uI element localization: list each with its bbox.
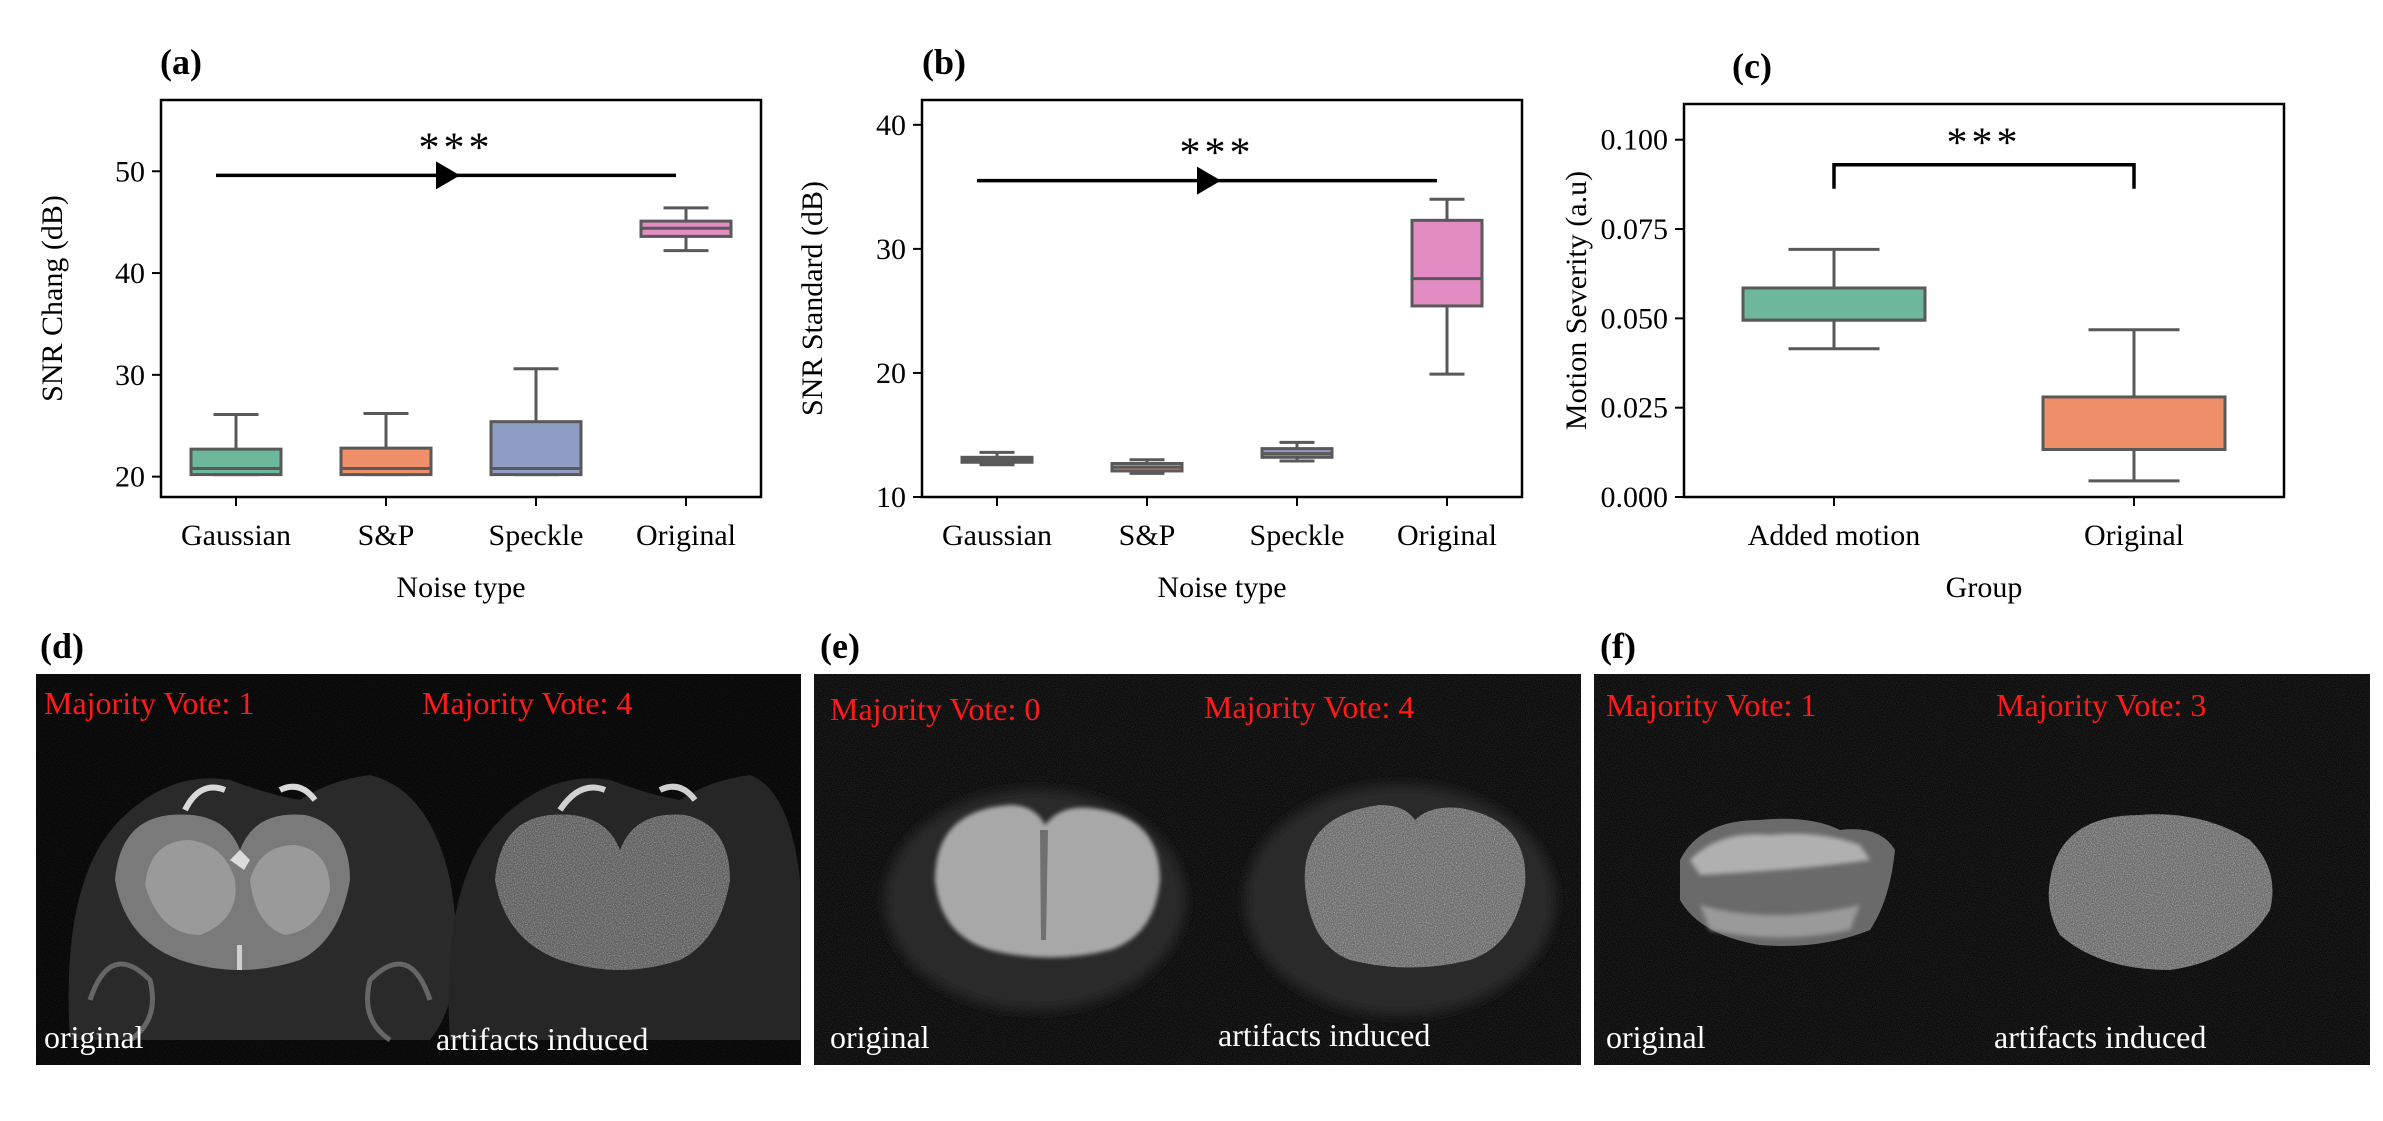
x-axis-label: Noise type: [396, 571, 525, 604]
caption-original-e: original: [830, 1019, 930, 1055]
brain-image-original-f: [1680, 818, 1895, 946]
caption-artifacts-e: artifacts induced: [1218, 1017, 1430, 1053]
plot-frame: [1682, 102, 2286, 499]
box-original: [1410, 197, 1484, 376]
brain-image-artifacts-f: [2048, 814, 2273, 970]
chart-2: (c) 0.000 0.025 0.050 0.075 0.100 Added motion…: [1560, 46, 2286, 604]
y-tick-label: 0.000: [1601, 481, 1669, 514]
chart-1: (b) 10 20 30 40 Gaussian S&P Speckle Original Noi…: [796, 42, 1524, 604]
majority-vote-left-f: Majority Vote: 1: [1606, 687, 1816, 723]
y-axis-label: SNR Chang (dB): [36, 195, 69, 402]
image-panel-f: Majority Vote: 1 Majority Vote: 3 origin…: [1594, 674, 2370, 1065]
brain-image-artifacts-d: [448, 775, 800, 1040]
y-tick-label: 0.100: [1601, 124, 1669, 157]
chart-0: (a) 20 30 40 50 Gaussian S&P Speckle Original Noi…: [36, 42, 763, 604]
majority-vote-left-d: Majority Vote: 1: [44, 685, 254, 721]
majority-vote-right-d: Majority Vote: 4: [422, 685, 632, 721]
significance-label: ***: [1180, 131, 1255, 177]
panel-label-e: (e): [820, 626, 860, 666]
significance-bracket: [1832, 162, 2136, 189]
y-tick-label: 20: [876, 357, 906, 390]
panel-label: (b): [922, 42, 966, 82]
caption-artifacts-d: artifacts induced: [436, 1021, 648, 1057]
x-axis-label: Noise type: [1157, 571, 1286, 604]
box-added-motion: [1741, 247, 1927, 351]
majority-vote-right-f: Majority Vote: 3: [1996, 687, 2206, 723]
significance-arrowhead: [1197, 166, 1221, 195]
image-panel-e: Majority Vote: 0 Majority Vote: 4 origin…: [814, 674, 1581, 1065]
box-original: [2041, 328, 2227, 483]
x-tick-label: Original: [1397, 519, 1497, 552]
x-tick-label: Gaussian: [942, 519, 1052, 552]
box-plot-charts: (a) 20 30 40 50 Gaussian S&P Speckle Original Noi…: [36, 42, 2286, 604]
y-tick-label: 30: [876, 233, 906, 266]
y-tick-label: 20: [115, 461, 145, 494]
y-tick-label: 40: [876, 109, 906, 142]
box-s-p: [339, 412, 433, 477]
y-tick-label: 50: [115, 155, 145, 188]
box-s-p: [1110, 458, 1184, 475]
box-original: [639, 206, 733, 253]
caption-original-f: original: [1606, 1019, 1706, 1055]
y-tick-label: 0.025: [1601, 392, 1669, 425]
panel-label-f: (f): [1600, 626, 1636, 666]
brain-image-original-d: [68, 775, 457, 1043]
box-gaussian: [960, 450, 1034, 467]
y-tick-label: 0.075: [1601, 213, 1669, 246]
brain-image-original-e: [885, 790, 1185, 1010]
caption-artifacts-f: artifacts induced: [1994, 1019, 2206, 1055]
box-speckle: [1260, 440, 1334, 463]
majority-vote-right-e: Majority Vote: 4: [1204, 689, 1414, 725]
box-speckle: [489, 367, 583, 477]
plot-frame: [159, 98, 763, 499]
x-tick-label: Original: [636, 519, 736, 552]
x-tick-label: Original: [2084, 519, 2184, 552]
box-iqr: [489, 420, 583, 477]
x-tick-label: Speckle: [1250, 519, 1345, 552]
box-iqr: [339, 446, 433, 477]
x-tick-label: Speckle: [489, 519, 584, 552]
panel-label: (a): [160, 42, 202, 82]
box-iqr: [2041, 395, 2227, 451]
y-tick-label: 40: [115, 257, 145, 290]
y-axis-label: SNR Standard (dB): [796, 181, 829, 416]
y-axis-label: Motion Severity (a.u): [1560, 171, 1593, 430]
mri-image-panels: (d) (e) (f): [36, 626, 2370, 1065]
significance-label: ***: [419, 125, 494, 171]
y-tick-label: 10: [876, 481, 906, 514]
brain-image-artifacts-e: [1245, 785, 1555, 1015]
box-iqr: [1410, 218, 1484, 308]
box-iqr: [1741, 286, 1927, 322]
x-tick-label: S&P: [1119, 519, 1176, 552]
panel-label: (c): [1732, 46, 1772, 86]
plot-frame: [920, 98, 1524, 499]
box-gaussian: [189, 413, 283, 477]
majority-vote-left-e: Majority Vote: 0: [830, 691, 1040, 727]
y-tick-label: 0.050: [1601, 302, 1669, 335]
y-tick-label: 30: [115, 359, 145, 392]
x-tick-label: Added motion: [1748, 519, 1921, 552]
caption-original-d: original: [44, 1019, 144, 1055]
box-iqr: [189, 447, 283, 477]
x-axis-label: Group: [1946, 571, 2023, 604]
x-tick-label: Gaussian: [181, 519, 291, 552]
image-panel-d: Majority Vote: 1 Majority Vote: 4 origin…: [36, 674, 801, 1065]
panel-label-d: (d): [40, 626, 84, 666]
x-tick-label: S&P: [358, 519, 415, 552]
significance-arrowhead: [436, 161, 460, 190]
significance-label: ***: [1947, 121, 2022, 167]
